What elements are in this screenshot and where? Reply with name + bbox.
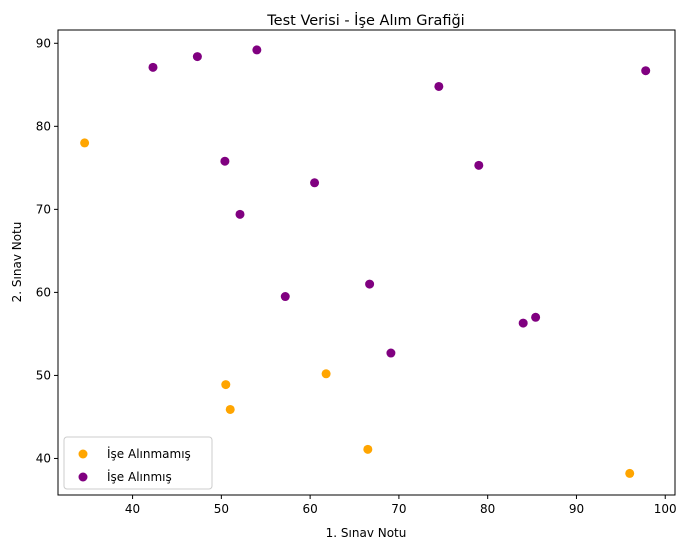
series-1 bbox=[148, 45, 651, 358]
scatter-point bbox=[221, 380, 231, 390]
scatter-point bbox=[220, 156, 230, 166]
x-tick-label: 90 bbox=[569, 502, 584, 516]
y-tick-label: 90 bbox=[36, 36, 51, 50]
scatter-point bbox=[192, 52, 202, 62]
x-tick-label: 60 bbox=[302, 502, 317, 516]
scatter-point bbox=[625, 468, 635, 478]
x-axis-label: 1. Sınav Notu bbox=[326, 526, 407, 540]
scatter-point bbox=[321, 369, 331, 379]
plot-area-frame bbox=[57, 29, 676, 496]
scatter-point bbox=[518, 318, 528, 328]
x-tick-label: 40 bbox=[125, 502, 140, 516]
legend-marker bbox=[78, 472, 88, 482]
y-tick-label: 50 bbox=[36, 368, 51, 382]
scatter-point bbox=[80, 138, 90, 148]
y-tick-label: 40 bbox=[36, 451, 51, 465]
x-tick-label: 50 bbox=[214, 502, 229, 516]
scatter-point bbox=[235, 209, 245, 219]
scatter-point bbox=[225, 404, 235, 414]
scatter-point bbox=[531, 312, 541, 322]
data-points bbox=[80, 45, 651, 478]
legend-marker bbox=[78, 449, 88, 459]
scatter-point bbox=[280, 292, 290, 302]
scatter-point bbox=[386, 348, 396, 358]
x-axis: 40 50 60 70 80 90 100 bbox=[125, 495, 677, 516]
scatter-point bbox=[363, 444, 373, 454]
scatter-point bbox=[474, 160, 484, 170]
y-axis-label: 2. Sınav Notu bbox=[10, 222, 24, 303]
chart-title: Test Verisi - İşe Alım Grafiği bbox=[266, 11, 464, 29]
x-tick-label: 70 bbox=[391, 502, 406, 516]
y-tick-label: 70 bbox=[36, 202, 51, 216]
scatter-point bbox=[641, 66, 651, 76]
scatter-point bbox=[434, 81, 444, 91]
legend-label: İşe Alınmış bbox=[107, 469, 172, 484]
x-tick-label: 80 bbox=[480, 502, 495, 516]
scatter-point bbox=[148, 62, 158, 72]
legend-label: İşe Alınmamış bbox=[107, 446, 191, 461]
series-0 bbox=[80, 138, 635, 478]
legend-box bbox=[63, 436, 213, 490]
y-tick-label: 80 bbox=[36, 119, 51, 133]
scatter-point bbox=[310, 178, 320, 188]
scatter-point bbox=[252, 45, 262, 55]
y-tick-label: 60 bbox=[36, 285, 51, 299]
x-tick-label: 100 bbox=[654, 502, 677, 516]
scatter-point bbox=[365, 279, 375, 289]
legend: İşe Alınmamış İşe Alınmış bbox=[63, 436, 213, 490]
y-axis: 40 50 60 70 80 90 bbox=[36, 36, 58, 465]
